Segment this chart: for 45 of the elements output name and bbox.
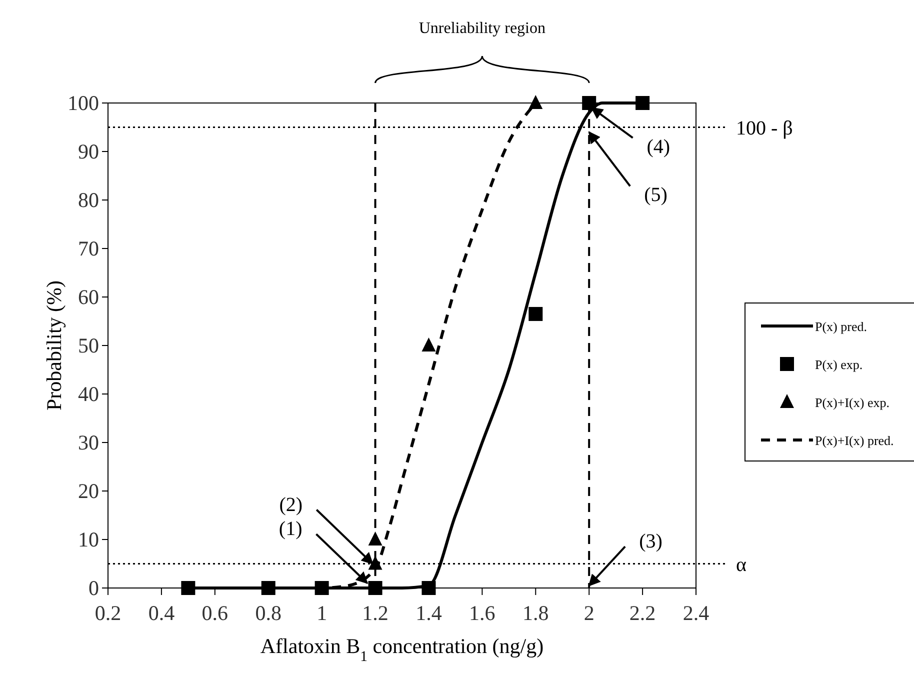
x-tick-label: 0.8	[255, 601, 282, 625]
annotation: (1)	[278, 518, 302, 540]
annotation: (4)	[646, 136, 670, 158]
x-tick-label: 0.4	[148, 601, 176, 625]
y-tick-label: 0	[88, 576, 99, 600]
point	[582, 96, 596, 110]
x-axis-title: Aflatoxin B$_{1}$ concentration (ng/g)	[260, 634, 544, 665]
annotation: (2)	[279, 494, 303, 516]
x-tick-label: 2.2	[629, 601, 656, 625]
point	[368, 532, 382, 546]
ref-line-label: 100 - β	[736, 117, 793, 140]
y-tick-label: 100	[68, 91, 99, 115]
x-tick-label: 1.2	[362, 601, 388, 625]
legend-label: P(x)+I(x) pred.	[815, 433, 894, 448]
y-tick-label: 90	[78, 140, 99, 164]
y-tick-label: 20	[78, 479, 99, 503]
x-tick-label: 0.6	[202, 601, 228, 625]
point	[528, 306, 543, 321]
x-tick-label: 1	[316, 601, 328, 625]
x-tick-label: 1.4	[416, 601, 442, 625]
y-tick-label: 60	[78, 285, 99, 309]
y-tick-label: 30	[78, 430, 99, 454]
ref-line-label: α	[736, 554, 747, 576]
y-axis-title: Probability (%)	[42, 280, 66, 411]
x-tick-label: 1.8	[522, 601, 549, 625]
x-tick-label: 2	[584, 601, 594, 625]
x-tick-label: 2.4	[682, 601, 710, 625]
point	[636, 96, 650, 110]
point	[422, 338, 436, 352]
legend-label: P(x) exp.	[815, 357, 863, 372]
y-tick-label: 40	[78, 382, 99, 406]
point	[368, 581, 382, 595]
annotation: (3)	[639, 530, 662, 553]
point	[528, 95, 543, 109]
y-tick-label: 70	[78, 236, 99, 260]
text: Unreliability region	[418, 20, 546, 37]
x-tick-label: 1.6	[469, 601, 496, 625]
legend-label: P(x)+I(x) exp.	[815, 395, 890, 410]
y-tick-label: 10	[78, 528, 99, 552]
x-tick-label: 0.2	[94, 601, 122, 625]
annotation: (5)	[644, 184, 668, 206]
legend-label: P(x) pred.	[815, 319, 867, 334]
point	[422, 581, 436, 595]
y-tick-label: 80	[78, 188, 99, 212]
y-tick-label: 50	[78, 334, 99, 358]
